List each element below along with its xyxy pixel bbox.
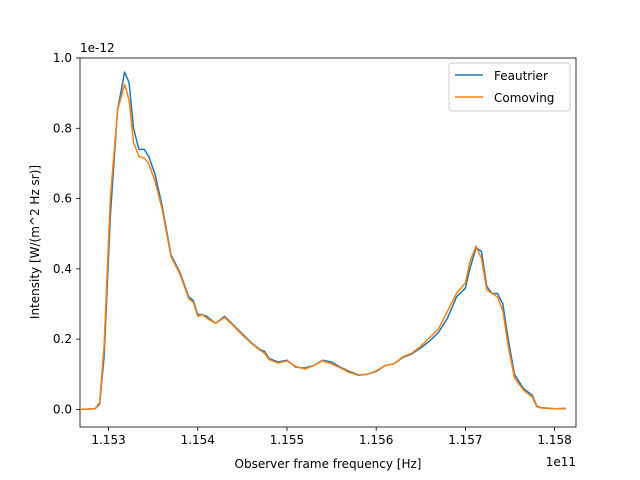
x-axis-offset-label: 1e11 xyxy=(546,455,576,469)
y-tick-label: 0.4 xyxy=(53,262,72,276)
x-tick-label: 1.158 xyxy=(537,433,571,447)
x-axis-label: Observer frame frequency [Hz] xyxy=(235,457,422,471)
y-axis-ticks: 0.0 0.2 0.4 0.6 0.8 1.0 xyxy=(53,51,80,416)
plot-area xyxy=(80,58,576,427)
y-tick-label: 0.2 xyxy=(53,332,72,346)
x-tick-label: 1.155 xyxy=(270,433,304,447)
x-axis-ticks: 1.153 1.154 1.155 1.156 1.157 1.158 xyxy=(91,427,572,447)
y-tick-label: 0.0 xyxy=(53,402,72,416)
legend: Feautrier Comoving xyxy=(448,62,571,112)
y-axis-label: Intensity [W/(m^2 Hz sr)] xyxy=(28,165,42,319)
y-tick-label: 1.0 xyxy=(53,51,72,65)
x-tick-label: 1.154 xyxy=(181,433,215,447)
series-line-comoving xyxy=(81,83,567,411)
y-tick-label: 0.6 xyxy=(53,192,72,206)
plot-frame xyxy=(79,57,577,428)
y-axis-offset-label: 1e-12 xyxy=(80,41,115,55)
legend-label-comoving: Comoving xyxy=(494,91,554,105)
y-tick-label: 0.8 xyxy=(53,121,72,135)
x-tick-label: 1.153 xyxy=(91,433,125,447)
series-lines xyxy=(81,71,567,411)
legend-label-feautrier: Feautrier xyxy=(494,69,548,83)
x-tick-label: 1.157 xyxy=(448,433,482,447)
x-tick-label: 1.156 xyxy=(359,433,393,447)
